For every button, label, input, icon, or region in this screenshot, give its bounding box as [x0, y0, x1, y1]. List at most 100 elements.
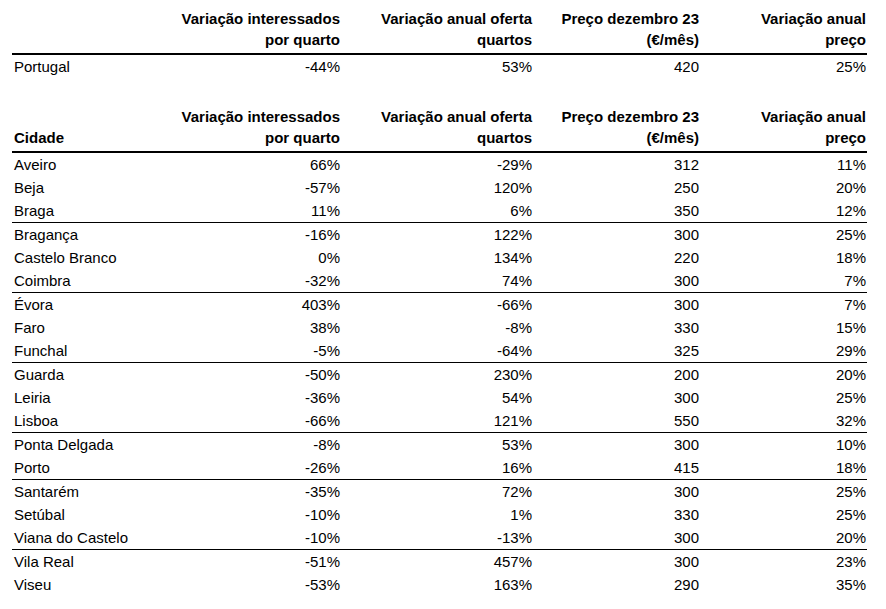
table-cell: -57%	[162, 176, 341, 199]
table-row: Lisboa-66%121%55032%	[12, 409, 867, 433]
table-row: Leiria-36%54%30025%	[12, 386, 867, 409]
table-row: Viseu-53%163%29035%	[12, 573, 867, 596]
city-name-cell: Faro	[12, 316, 162, 339]
table-cell: 25%	[700, 223, 867, 247]
city-name-cell: Santarém	[12, 480, 162, 504]
table-row: Vila Real-51%457%30023%	[12, 550, 867, 574]
table-cell: 6%	[341, 199, 533, 223]
column-header-preco-dezembro: Preço dezembro 23 (€/mês)	[533, 6, 700, 54]
table-cell: 7%	[700, 269, 867, 293]
table-cell: 457%	[341, 550, 533, 574]
table-row: Porto-26%16%41518%	[12, 456, 867, 480]
table-cell: -66%	[341, 293, 533, 317]
table-cell: 53%	[341, 433, 533, 457]
table-cell: 325	[533, 339, 700, 363]
table-row: Viana do Castelo-10%-13%30020%	[12, 526, 867, 550]
table-cell: 230%	[341, 363, 533, 387]
table-cell: 23%	[700, 550, 867, 574]
table-cell: -32%	[162, 269, 341, 293]
table-row: Beja-57%120%25020%	[12, 176, 867, 199]
table-cell: 25%	[700, 503, 867, 526]
table-cell: -50%	[162, 363, 341, 387]
city-header-row: Cidade Variação interessados por quarto …	[12, 104, 867, 152]
table-cell: 0%	[162, 246, 341, 269]
table-cell: 122%	[341, 223, 533, 247]
portugal-summary-table: Variação interessados por quarto Variaçã…	[12, 6, 867, 78]
table-cell: 312	[533, 152, 700, 176]
table-cell: 12%	[700, 199, 867, 223]
table-cell: 15%	[700, 316, 867, 339]
city-name-cell: Coimbra	[12, 269, 162, 293]
table-cell: -8%	[162, 433, 341, 457]
table-cell: 163%	[341, 573, 533, 596]
table-row: Coimbra-32%74%3007%	[12, 269, 867, 293]
city-name-cell: Braga	[12, 199, 162, 223]
table-row: Évora403%-66%3007%	[12, 293, 867, 317]
table-cell: 72%	[341, 480, 533, 504]
table-cell: 420	[533, 54, 700, 78]
table-row: Castelo Branco0%134%22018%	[12, 246, 867, 269]
table-cell: 300	[533, 433, 700, 457]
table-cell: 250	[533, 176, 700, 199]
table-cell: 66%	[162, 152, 341, 176]
table-cell: 330	[533, 503, 700, 526]
table-cell: -35%	[162, 480, 341, 504]
table-cell: 16%	[341, 456, 533, 480]
city-name-cell: Vila Real	[12, 550, 162, 574]
table-cell: 35%	[700, 573, 867, 596]
table-cell: 300	[533, 526, 700, 550]
table-cell: 32%	[700, 409, 867, 433]
table-cell: 54%	[341, 386, 533, 409]
table-cell: -13%	[341, 526, 533, 550]
city-name-cell: Lisboa	[12, 409, 162, 433]
table-cell: 300	[533, 386, 700, 409]
table-cell: 11%	[700, 152, 867, 176]
city-name-cell: Setúbal	[12, 503, 162, 526]
table-cell: -36%	[162, 386, 341, 409]
table-cell: -66%	[162, 409, 341, 433]
city-name-cell: Bragança	[12, 223, 162, 247]
city-name-cell: Viseu	[12, 573, 162, 596]
table-row: Setúbal-10%1%33025%	[12, 503, 867, 526]
table-row: Santarém-35%72%30025%	[12, 480, 867, 504]
table-cell: 25%	[700, 480, 867, 504]
table-cell: -8%	[341, 316, 533, 339]
table-cell: 18%	[700, 456, 867, 480]
table-cell: 25%	[700, 54, 867, 78]
table-cell: 20%	[700, 526, 867, 550]
table-cell: 220	[533, 246, 700, 269]
table-cell: 29%	[700, 339, 867, 363]
table-cell: -29%	[341, 152, 533, 176]
city-name-cell: Ponta Delgada	[12, 433, 162, 457]
table-cell: -44%	[162, 54, 341, 78]
city-name-cell: Castelo Branco	[12, 246, 162, 269]
table-cell: 300	[533, 223, 700, 247]
table-cell: 18%	[700, 246, 867, 269]
table-cell: -53%	[162, 573, 341, 596]
table-cell: 200	[533, 363, 700, 387]
report-page: Variação interessados por quarto Variaçã…	[0, 0, 886, 609]
table-cell: -10%	[162, 526, 341, 550]
table-row: Ponta Delgada-8%53%30010%	[12, 433, 867, 457]
table-cell: -51%	[162, 550, 341, 574]
portugal-row: Portugal -44% 53% 420 25%	[12, 54, 867, 78]
summary-header-empty-cell	[12, 6, 162, 54]
table-cell: 403%	[162, 293, 341, 317]
table-cell: 134%	[341, 246, 533, 269]
table-cell: 53%	[341, 54, 533, 78]
table-cell: 300	[533, 293, 700, 317]
table-cell: 74%	[341, 269, 533, 293]
table-row: Bragança-16%122%30025%	[12, 223, 867, 247]
table-cell: 10%	[700, 433, 867, 457]
summary-header-row: Variação interessados por quarto Variaçã…	[12, 6, 867, 54]
table-cell: -5%	[162, 339, 341, 363]
table-row: Funchal-5%-64%32529%	[12, 339, 867, 363]
table-cell: 7%	[700, 293, 867, 317]
column-header-cidade: Cidade	[12, 104, 162, 152]
table-row: Braga11%6%35012%	[12, 199, 867, 223]
table-cell: 38%	[162, 316, 341, 339]
column-header-variacao-preco: Variação anual preço	[700, 104, 867, 152]
table-cell: 25%	[700, 386, 867, 409]
column-header-interessados: Variação interessados por quarto	[162, 6, 341, 54]
table-cell: 300	[533, 480, 700, 504]
